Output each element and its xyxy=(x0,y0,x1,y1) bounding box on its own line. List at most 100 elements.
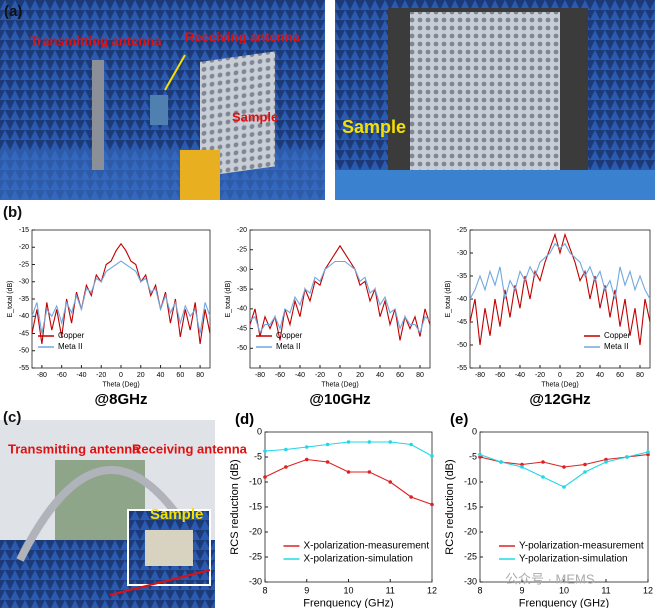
point xyxy=(284,447,288,452)
point xyxy=(325,460,330,464)
point xyxy=(304,445,309,449)
y-tick-label: -20 xyxy=(237,227,247,234)
point xyxy=(325,442,330,447)
x-tick-label: 12 xyxy=(643,585,653,595)
x-tick-label: 0 xyxy=(338,372,342,379)
x-axis-label: Frenquency (GHz) xyxy=(303,598,393,608)
point xyxy=(346,470,351,474)
point xyxy=(646,452,650,457)
y-tick-label: -30 xyxy=(457,250,467,257)
x-tick-label: 8 xyxy=(262,585,267,595)
y-tick-label: -25 xyxy=(464,551,477,561)
y-tick-label: -25 xyxy=(19,261,29,268)
photo-label: Sample xyxy=(232,109,278,124)
point xyxy=(346,440,351,444)
x-tick-label: 20 xyxy=(137,372,145,379)
point xyxy=(520,465,524,469)
y-axis-label: RCS reduction (dB) xyxy=(444,459,456,554)
legend-label: X-polarization-measurement xyxy=(304,541,430,552)
legend-label: Copper xyxy=(58,331,85,340)
series-line xyxy=(469,242,651,300)
x-tick-label: 40 xyxy=(376,372,384,379)
point xyxy=(263,475,267,479)
photo-a-left xyxy=(0,0,325,200)
x-tick-label: 80 xyxy=(636,372,644,379)
point xyxy=(478,455,482,459)
panel-label: (a) xyxy=(4,3,22,20)
y-tick-label: -55 xyxy=(457,365,467,372)
y-tick-label: -20 xyxy=(464,526,477,536)
x-tick-label: 0 xyxy=(119,372,123,379)
y-tick-label: -10 xyxy=(464,476,477,486)
x-tick-label: 10 xyxy=(343,585,353,595)
point xyxy=(646,450,650,454)
x-tick-label: -60 xyxy=(57,372,67,379)
y-tick-label: -45 xyxy=(19,330,29,337)
x-tick-label: -60 xyxy=(495,372,505,379)
legend-label: Y-polarization-simulation xyxy=(519,554,628,565)
legend-label: X-polarization-simulation xyxy=(304,554,414,565)
x-tick-label: -80 xyxy=(475,372,485,379)
photo-label: Receiving antenna xyxy=(185,29,301,44)
x-tick-label: 10 xyxy=(559,585,569,595)
y-tick-label: -25 xyxy=(237,247,247,254)
y-tick-label: -10 xyxy=(249,476,262,486)
x-tick-label: 40 xyxy=(596,372,604,379)
x-tick-label: -20 xyxy=(315,372,325,379)
point xyxy=(388,440,393,444)
point xyxy=(625,455,629,459)
x-tick-label: -20 xyxy=(535,372,545,379)
y-tick-label: -25 xyxy=(457,227,467,234)
point xyxy=(583,462,587,467)
y-tick-label: -40 xyxy=(19,313,29,320)
point xyxy=(562,485,566,489)
x-tick-label: 11 xyxy=(386,585,395,595)
photo-label: Sample xyxy=(342,117,406,137)
x-tick-label: 11 xyxy=(601,585,610,595)
x-axis-label: Theta (Deg) xyxy=(102,382,139,389)
panel-label: (b) xyxy=(3,204,22,221)
plot-frame xyxy=(264,431,433,583)
series-line xyxy=(469,232,651,346)
legend-label: Meta II xyxy=(276,342,300,351)
point xyxy=(304,457,309,462)
x-tick-label: 9 xyxy=(519,585,524,595)
y-tick-label: -20 xyxy=(249,526,262,536)
y-tick-label: -15 xyxy=(249,501,262,511)
y-tick-label: -55 xyxy=(19,365,29,372)
point xyxy=(430,454,434,458)
y-tick-label: -15 xyxy=(19,227,29,234)
point xyxy=(409,495,413,499)
caption: @12GHz xyxy=(529,391,590,408)
point xyxy=(409,442,413,447)
x-tick-label: 8 xyxy=(477,585,482,595)
panel-label: (d) xyxy=(235,411,254,428)
series-line xyxy=(31,260,211,334)
series-line xyxy=(31,242,211,344)
y-axis-label: E_total (dB) xyxy=(7,281,14,318)
series-line xyxy=(249,260,431,334)
photo-a-right xyxy=(335,0,655,200)
y-tick-label: -35 xyxy=(237,286,247,293)
panel-label: (c) xyxy=(3,409,21,426)
x-axis-label: Theta (Deg) xyxy=(321,382,358,389)
point xyxy=(263,449,267,453)
point xyxy=(541,475,545,479)
x-axis-label: Theta (Deg) xyxy=(541,382,578,389)
point xyxy=(499,460,503,464)
legend-label: Meta II xyxy=(58,342,82,351)
x-tick-label: 12 xyxy=(427,585,437,595)
y-tick-label: -45 xyxy=(457,319,467,326)
y-tick-label: -5 xyxy=(254,451,262,461)
point xyxy=(583,470,587,474)
x-tick-label: -80 xyxy=(255,372,265,379)
y-tick-label: -25 xyxy=(249,551,262,561)
point xyxy=(604,457,608,462)
legend-label: Copper xyxy=(276,331,303,340)
point xyxy=(367,440,372,444)
y-tick-label: -50 xyxy=(237,345,247,352)
x-tick-label: -40 xyxy=(295,372,305,379)
photo-label: Transmitting antenna xyxy=(8,441,140,456)
x-tick-label: -40 xyxy=(76,372,86,379)
y-tick-label: -50 xyxy=(457,342,467,349)
